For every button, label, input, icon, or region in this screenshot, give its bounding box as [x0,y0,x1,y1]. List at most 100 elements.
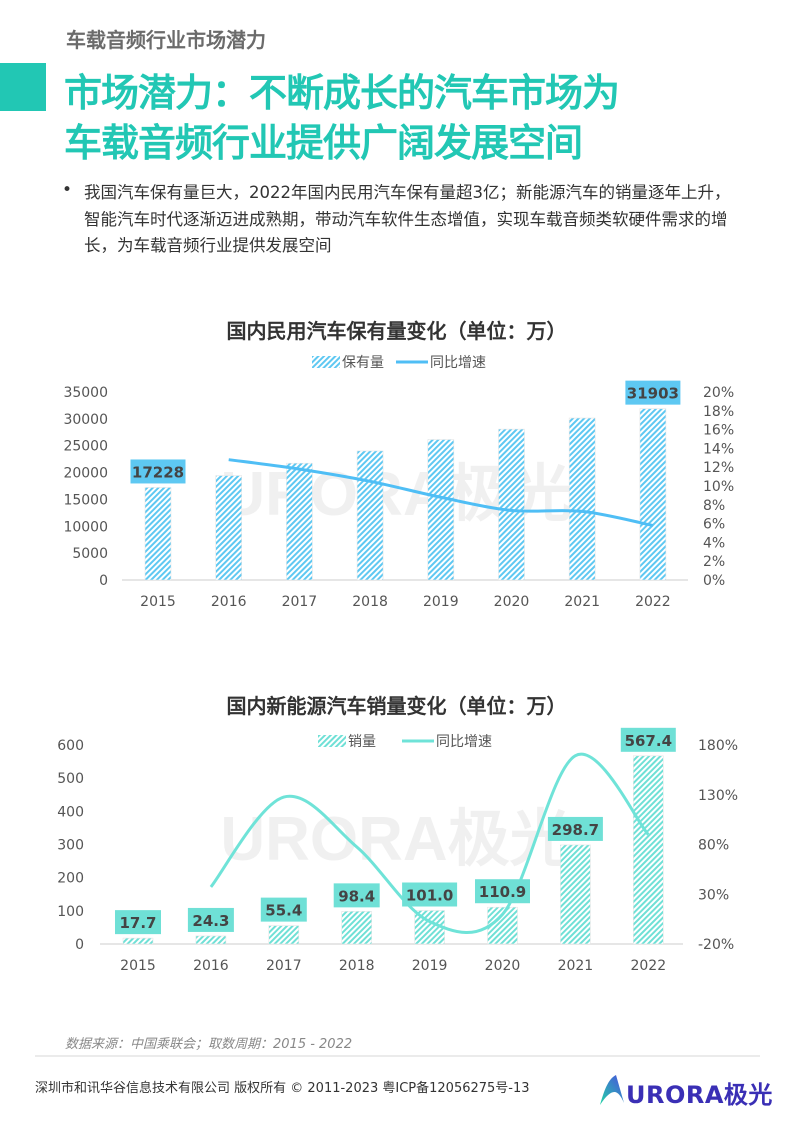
left-tick-label: 5000 [72,546,108,562]
right-tick-label: 2% [703,554,725,570]
left-tick-label: 20000 [63,466,108,482]
page-title-line-1: 市场潜力：不断成长的汽车市场为 [64,71,620,115]
right-tick-label: 30% [698,887,729,903]
data-label-bg [115,910,161,935]
bar-2018 [356,450,384,581]
data-label-bg [625,380,681,405]
right-tick-label: 180% [698,738,738,754]
chart-2-title: 国内新能源汽车销量变化（单位：万） [226,694,567,718]
left-tick-label: 100 [57,904,84,920]
right-tick-label: 130% [698,788,738,804]
right-tick-label: 80% [698,838,729,854]
left-tick-label: 300 [57,838,84,854]
x-tick-label: 2022 [635,594,671,610]
bar-2016 [195,935,227,945]
left-tick-label: 30000 [63,412,108,428]
right-tick-label: 8% [703,498,725,514]
right-tick-label: 6% [703,517,725,533]
bullet-text: 我国汽车保有量巨大，2022年国内民用汽车保有量超3亿；新能源汽车的销量逐年上升… [84,183,731,256]
left-tick-label: 200 [57,871,84,887]
x-tick-label: 2019 [412,958,448,974]
chart-2: URORA极光 销量 同比增速 0 100 200 300 400 500 600 -20% 30% 8… [57,727,738,974]
growth-line [228,458,654,527]
data-label-2022: 567.4 [625,732,672,750]
left-tick-label: 600 [57,738,84,754]
right-tick-label: 16% [703,423,734,439]
x-tick-label: 2019 [423,594,459,610]
left-tick-label: 0 [99,573,108,589]
legend-bar-label: 销量 [348,734,376,750]
bar-2017 [286,462,313,581]
data-label-bg [475,879,530,904]
left-tick-label: 0 [75,937,84,953]
accent-block [0,63,46,111]
bar-2015 [144,487,172,581]
right-tick-label: 4% [703,535,725,551]
data-label-2018: 98.4 [338,887,375,905]
x-tick-label: 2017 [266,958,302,974]
right-tick-label: 14% [703,441,734,457]
bar-2022 [639,408,667,581]
data-label-bg [333,883,380,908]
left-tick-label: 15000 [63,492,108,508]
growth-line [209,752,650,935]
data-label-bg [130,459,186,484]
legend-bar-swatch [318,735,346,747]
aurora-logo: URORA极光 [598,1073,778,1109]
x-tick-label: 2021 [558,958,594,974]
right-tick-label: 0% [703,573,725,589]
data-label-2020: 110.9 [479,883,526,901]
bar-2020 [498,428,525,581]
x-tick-label: 2015 [120,958,156,974]
bar-2022 [632,755,664,945]
aurora-logo-icon [600,1075,624,1105]
left-tick-label: 400 [57,804,84,820]
bar-2018 [341,911,373,945]
data-label-bg [620,727,676,752]
data-label-bg [260,897,307,922]
bar-2021 [560,844,591,945]
right-tick-label: 20% [703,385,734,401]
bar-2021 [568,417,596,581]
watermark: URORA极光 [220,805,571,874]
legend-line-label: 同比增速 [436,734,492,750]
page-title-line-2: 车载音频行业提供广阔发展空间 [64,121,583,165]
data-label-bg [547,816,603,841]
x-tick-label: 2018 [352,594,388,610]
x-tick-label: 2020 [485,958,521,974]
data-label-2015: 17.7 [119,914,156,932]
left-tick-label: 25000 [63,439,108,455]
x-tick-label: 2015 [140,594,176,610]
x-tick-label: 2018 [339,958,375,974]
data-label-2021: 298.7 [552,821,599,839]
x-tick-label: 2022 [630,958,666,974]
data-label-2016: 24.3 [192,912,229,930]
data-label-2015: 17228 [132,463,184,481]
left-tick-label: 10000 [63,519,108,535]
right-tick-label: 10% [703,479,734,495]
legend-line-label: 同比增速 [430,355,486,371]
x-tick-label: 2021 [564,594,600,610]
copyright: 深圳市和讯华谷信息技术有限公司 版权所有 © 2011-2023 粤ICP备12… [35,1081,530,1096]
bullet-marker: • [62,180,73,200]
data-source: 数据来源：中国乘联会；取数周期：2015 - 2022 [65,1037,353,1052]
footer-divider [35,1055,760,1057]
data-label-2022: 31903 [627,385,679,403]
data-label-2017: 55.4 [265,902,302,920]
legend-bar-label: 保有量 [342,355,384,371]
logo-text: URORA极光 [626,1081,773,1109]
right-tick-label: 12% [703,460,734,476]
x-tick-label: 2016 [193,958,229,974]
data-label-2019: 101.0 [406,887,453,905]
legend-bar-swatch [312,356,340,368]
left-tick-label: 35000 [63,385,108,401]
bar-2017 [268,925,300,945]
x-tick-label: 2017 [282,594,318,610]
data-label-bg [187,907,234,932]
bar-2016 [215,475,242,581]
x-tick-label: 2016 [211,594,247,610]
left-tick-label: 500 [57,771,84,787]
bar-2019 [427,439,455,581]
x-tick-label: 2020 [494,594,530,610]
